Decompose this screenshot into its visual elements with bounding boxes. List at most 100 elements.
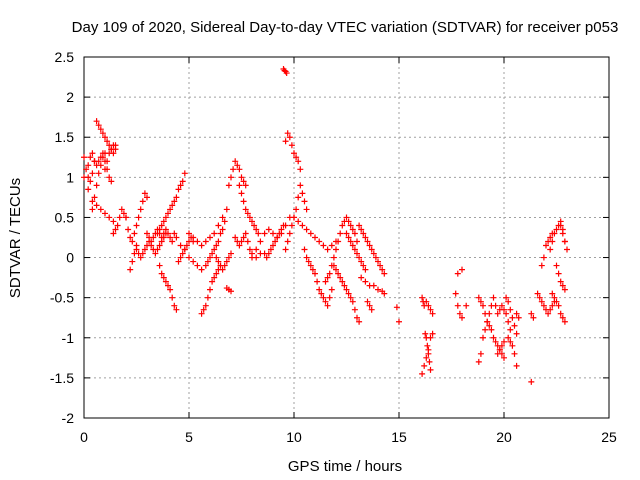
data-point	[484, 318, 491, 325]
data-point	[148, 238, 155, 245]
data-point	[370, 282, 377, 289]
data-point	[120, 210, 127, 217]
data-point	[513, 362, 520, 369]
y-tick-label: 2	[66, 89, 74, 105]
series-arc-ap	[454, 266, 470, 309]
data-point	[477, 350, 484, 357]
data-point	[301, 246, 308, 253]
data-point	[255, 230, 262, 237]
data-point	[307, 262, 314, 269]
data-point	[283, 70, 290, 77]
data-point	[215, 258, 222, 265]
data-point	[354, 250, 360, 257]
data-point	[112, 146, 119, 153]
data-point	[272, 238, 279, 245]
data-point	[162, 278, 169, 285]
data-point	[112, 226, 119, 233]
data-point	[425, 302, 432, 309]
data-point	[553, 298, 560, 305]
data-point	[488, 326, 495, 333]
data-point	[257, 238, 264, 245]
data-point	[186, 254, 192, 261]
data-point	[452, 290, 459, 297]
data-point	[198, 242, 205, 249]
data-point	[223, 206, 230, 213]
data-point	[263, 254, 270, 261]
data-point	[280, 222, 287, 229]
data-point	[213, 254, 220, 261]
series-arc-ar	[475, 294, 507, 361]
data-point	[528, 310, 535, 317]
data-point	[171, 302, 178, 309]
data-point	[165, 282, 171, 289]
y-tick-label: 1.5	[55, 129, 75, 145]
data-point	[295, 158, 302, 165]
data-point	[236, 182, 243, 189]
data-point	[423, 298, 430, 305]
data-point	[167, 234, 174, 241]
series-arc-x	[236, 182, 262, 237]
data-point	[173, 306, 180, 313]
data-point	[343, 230, 350, 237]
data-point	[253, 246, 260, 253]
data-point	[356, 254, 363, 261]
data-point	[240, 178, 247, 185]
series-arc-ax	[528, 378, 535, 385]
data-point	[314, 278, 321, 285]
data-point	[322, 298, 329, 305]
data-point	[219, 214, 226, 221]
data-point	[154, 246, 161, 253]
data-point	[165, 230, 171, 237]
data-point	[557, 222, 564, 229]
data-point	[333, 266, 339, 273]
data-point	[133, 246, 140, 253]
data-point	[427, 334, 434, 341]
data-point	[158, 234, 165, 241]
data-point	[173, 234, 180, 241]
y-tick-label: 0	[66, 250, 74, 266]
data-point	[173, 194, 180, 201]
data-point	[181, 246, 188, 253]
series-arc-ai	[358, 274, 388, 297]
data-point	[202, 262, 209, 269]
data-point	[93, 162, 100, 169]
data-point	[135, 214, 142, 221]
data-point	[240, 234, 247, 241]
data-point	[177, 182, 184, 189]
data-point	[207, 234, 213, 241]
y-tick-label: 1	[66, 169, 74, 185]
data-point	[234, 162, 241, 169]
data-point	[102, 166, 108, 173]
data-point	[561, 238, 568, 245]
data-point	[547, 234, 554, 241]
y-tick-label: 0.5	[55, 209, 75, 225]
data-point	[456, 310, 463, 317]
data-point	[240, 198, 247, 205]
data-point	[171, 198, 178, 205]
data-point	[93, 182, 100, 189]
y-tick-label: -0.5	[50, 290, 74, 306]
data-point	[339, 278, 346, 285]
data-point	[368, 306, 375, 313]
data-point	[85, 186, 92, 193]
data-point	[543, 242, 549, 249]
data-point	[236, 242, 243, 249]
series-spike-a	[280, 66, 290, 77]
data-point	[236, 166, 243, 173]
data-point	[200, 306, 207, 313]
series-arc-g	[102, 142, 119, 173]
data-point	[501, 354, 507, 361]
data-point	[498, 302, 505, 309]
data-point	[160, 274, 167, 281]
data-point	[482, 326, 489, 333]
data-point	[291, 150, 297, 157]
data-point	[559, 282, 566, 289]
data-point	[503, 294, 510, 301]
series-arc-u	[223, 285, 234, 295]
series-arc-b	[81, 174, 117, 225]
data-point	[330, 254, 337, 261]
data-point	[341, 282, 348, 289]
data-point	[347, 294, 354, 301]
data-point	[490, 294, 497, 301]
data-point	[137, 254, 144, 261]
